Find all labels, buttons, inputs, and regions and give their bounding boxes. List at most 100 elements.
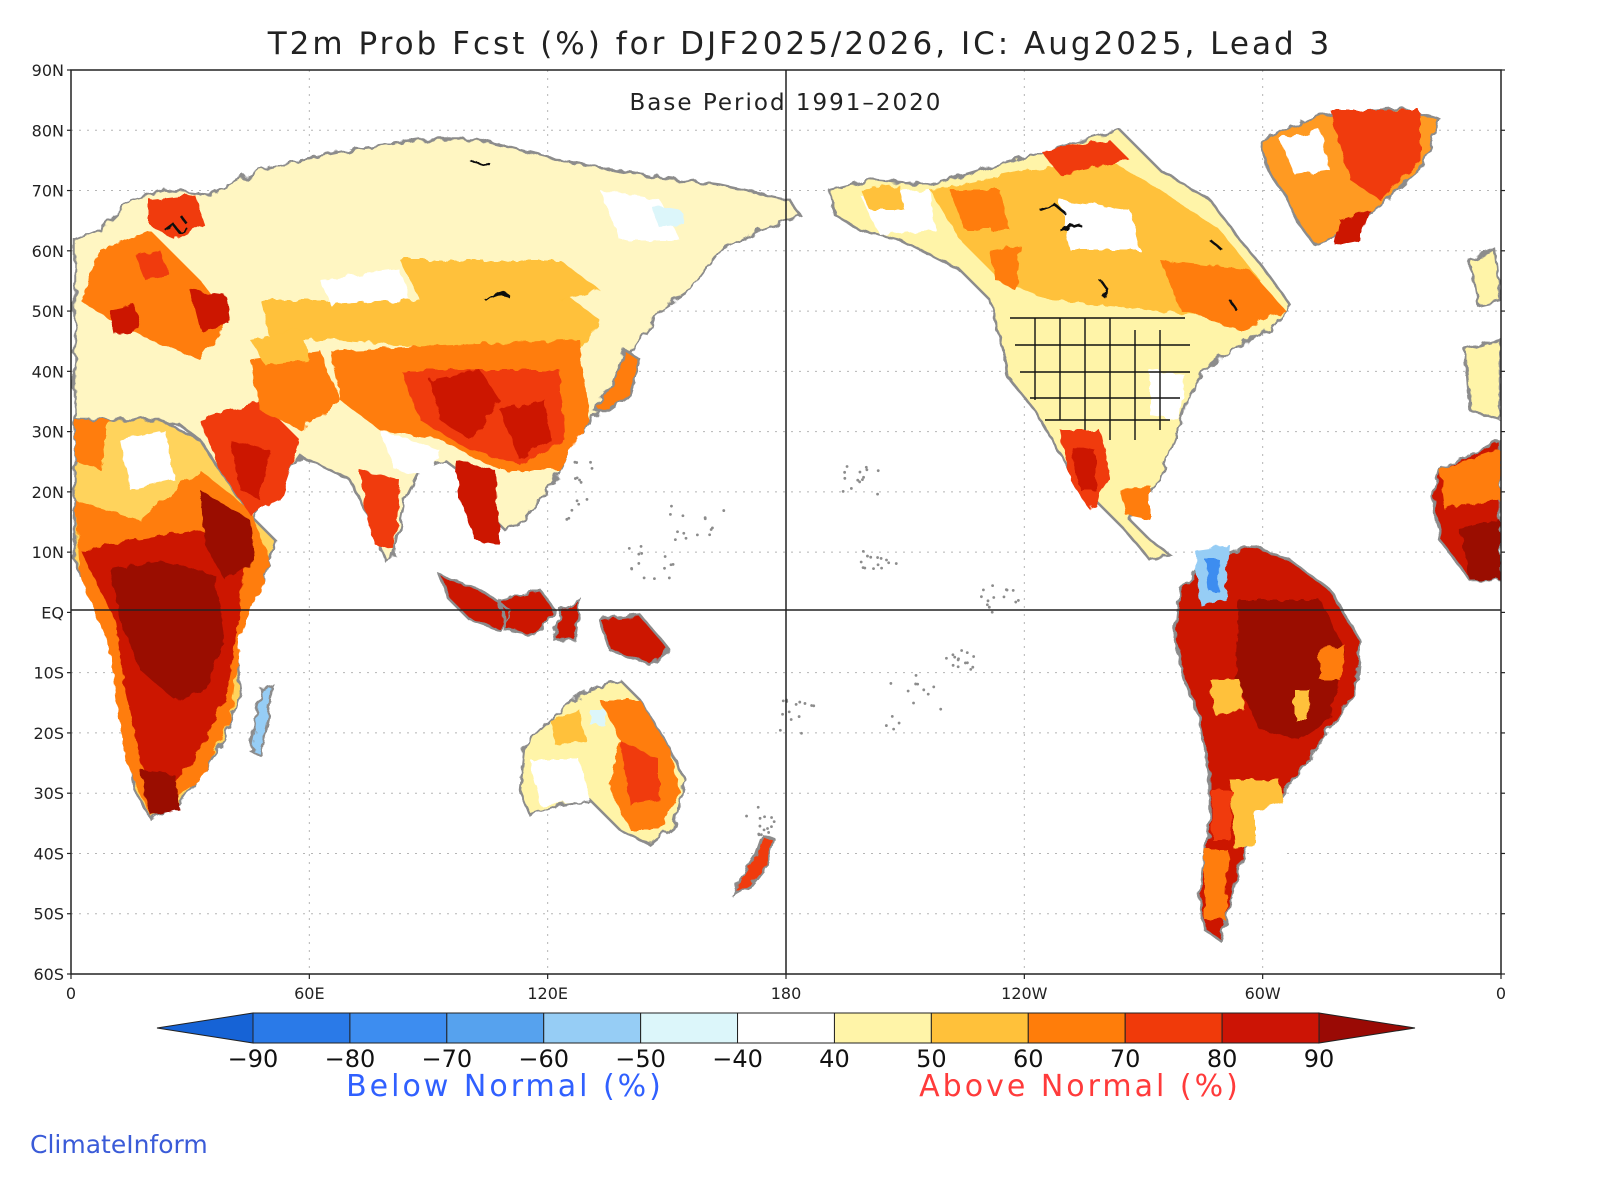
island-dot [879, 557, 883, 560]
island-dot [843, 476, 847, 480]
island-dot [964, 661, 967, 665]
island-dot [991, 584, 994, 588]
island-dot [778, 728, 782, 732]
island-dot [1005, 588, 1009, 592]
colorbar-tick-label: 70 [1110, 1045, 1141, 1073]
colorbar-cell [349, 1012, 448, 1044]
island-dot [703, 517, 707, 521]
island-dot [972, 655, 976, 658]
island-dot [876, 492, 879, 496]
y-tick-label: 60S [33, 965, 64, 984]
colorbar-cell [640, 1012, 739, 1044]
y-tick-label: 50S [33, 905, 64, 924]
island-dot [758, 824, 762, 828]
island-dot [669, 512, 672, 516]
colorbar-tick-label: 60 [1013, 1045, 1044, 1073]
island-dot [965, 651, 969, 655]
island-dot [971, 665, 975, 669]
island-dot [876, 556, 879, 559]
land-japan [592, 348, 642, 412]
island-dot [982, 588, 985, 592]
island-dot [781, 712, 784, 716]
island-dot [682, 531, 686, 535]
island-dot [864, 465, 868, 469]
lakes [164, 158, 1238, 311]
island-dot [906, 689, 910, 693]
colorbar-cell [1124, 1012, 1223, 1044]
island-dot [897, 721, 901, 725]
island-dot [861, 549, 865, 553]
island-dot [798, 700, 802, 704]
x-tick-label: 0 [1496, 984, 1506, 1003]
island-dot [856, 478, 860, 482]
island-dot [859, 560, 863, 564]
x-tick-label: 180 [771, 984, 802, 1003]
island-dot [810, 704, 814, 707]
island-dot [695, 533, 699, 537]
island-dot [992, 596, 996, 599]
island-dot [681, 514, 685, 518]
pacific-islands [565, 460, 1020, 837]
island-dot [772, 820, 776, 824]
island-dot [849, 487, 853, 490]
colorbar-cell-below-extend [156, 1012, 254, 1044]
island-dot [585, 497, 589, 501]
island-dot [794, 702, 798, 706]
island-dot [673, 538, 677, 542]
y-tick-label: 80N [32, 121, 64, 140]
colorbar-tick-label: −50 [615, 1045, 666, 1073]
island-dot [637, 562, 641, 565]
island-dot [892, 727, 896, 731]
island-dot [722, 509, 726, 512]
subtitle: Base Period 1991–2020 [630, 90, 943, 116]
colorbar-cell [1027, 1012, 1126, 1044]
land-indonesia [437, 572, 672, 667]
x-tick-label: 60E [294, 984, 324, 1003]
island-dot [889, 682, 893, 685]
island-dot [757, 833, 761, 837]
island-dot [1002, 595, 1006, 599]
island-dot [887, 561, 891, 565]
island-dot [990, 610, 994, 614]
y-tick-label: 60N [32, 242, 64, 261]
island-dot [781, 699, 785, 703]
colorbar-tick-label: 80 [1207, 1045, 1238, 1073]
island-dot [759, 833, 763, 837]
colorbar-cell [833, 1012, 932, 1044]
y-tick-label: 30N [32, 423, 64, 442]
x-tick-label: 0 [66, 984, 76, 1003]
land-new-zealand [732, 833, 777, 898]
island-dot [663, 555, 667, 558]
island-dot [956, 665, 960, 669]
island-dot [684, 536, 688, 540]
island-dot [676, 530, 679, 534]
island-dot [570, 508, 574, 512]
island-dot [767, 831, 771, 834]
colorbar-cell [252, 1012, 351, 1044]
land-iberia-edge [1463, 338, 1501, 422]
y-tick-label: 70N [32, 182, 64, 201]
island-dot [951, 653, 955, 657]
below-normal-label: Below Normal (%) [346, 1069, 664, 1104]
island-dot [789, 718, 793, 721]
island-dot [575, 461, 579, 464]
island-dot [884, 724, 888, 727]
island-dot [876, 469, 880, 473]
above-normal-label: Above Normal (%) [919, 1069, 1241, 1104]
island-dot [1016, 599, 1020, 602]
colorbar-tick-label: −90 [228, 1045, 279, 1073]
colorbar-cell [543, 1012, 642, 1044]
island-dot [745, 814, 748, 818]
island-dot [711, 526, 714, 530]
island-dot [960, 649, 964, 652]
island-dot [894, 562, 898, 565]
island-dot [922, 688, 926, 692]
y-tick-label: 10N [32, 543, 64, 562]
island-dot [640, 552, 644, 555]
island-dot [926, 692, 930, 696]
island-dot [914, 674, 918, 677]
island-dot [845, 465, 849, 468]
island-dot [858, 470, 862, 474]
island-dot [671, 562, 675, 566]
island-dot [957, 657, 960, 661]
